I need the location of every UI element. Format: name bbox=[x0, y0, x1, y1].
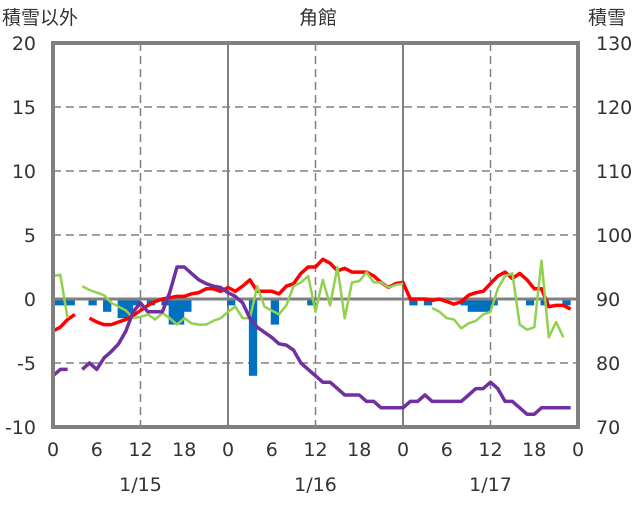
bar bbox=[66, 299, 75, 306]
bar bbox=[52, 299, 61, 306]
x-tick-label: 6 bbox=[91, 439, 103, 461]
y-tick-label: -5 bbox=[17, 353, 36, 375]
bar bbox=[562, 299, 571, 306]
y2-tick-label: 70 bbox=[596, 417, 620, 439]
bar bbox=[460, 299, 469, 306]
bar bbox=[59, 299, 68, 306]
bar bbox=[227, 299, 236, 306]
y2-tick-label: 100 bbox=[596, 225, 632, 247]
right-axis-title: 積雪 bbox=[588, 7, 626, 29]
bar bbox=[124, 299, 134, 319]
date-label: 1/16 bbox=[294, 474, 337, 496]
bar bbox=[88, 299, 97, 306]
x-tick-label: 18 bbox=[172, 439, 196, 461]
y2-tick-label: 130 bbox=[596, 33, 632, 55]
plot-frame bbox=[51, 41, 580, 429]
bar bbox=[103, 299, 112, 312]
bar bbox=[482, 299, 491, 312]
bar bbox=[423, 299, 433, 306]
series-red bbox=[52, 257, 572, 333]
bar bbox=[474, 299, 484, 312]
date-label: 1/17 bbox=[469, 474, 512, 496]
bar bbox=[248, 299, 258, 376]
x-tick-label: 12 bbox=[303, 439, 327, 461]
y-tick-label: 5 bbox=[24, 225, 36, 247]
x-tick-label: 6 bbox=[441, 439, 453, 461]
x-tick-label: 0 bbox=[47, 439, 59, 461]
y-tick-label: 15 bbox=[12, 97, 36, 119]
x-tick-label: 0 bbox=[572, 439, 584, 461]
x-tick-label: 6 bbox=[266, 439, 278, 461]
y-tick-label: 10 bbox=[12, 161, 36, 183]
y2-tick-label: 120 bbox=[596, 97, 632, 119]
chart-title: 角館 bbox=[299, 7, 337, 29]
y2-tick-label: 80 bbox=[596, 353, 620, 375]
bar bbox=[132, 299, 141, 306]
date-label: 1/15 bbox=[119, 474, 162, 496]
y-tick-label: -10 bbox=[5, 417, 36, 439]
x-tick-label: 0 bbox=[397, 439, 409, 461]
series-snow_depth bbox=[51, 265, 571, 416]
bar bbox=[409, 299, 418, 306]
x-tick-label: 18 bbox=[522, 439, 546, 461]
left-axis-title: 積雪以外 bbox=[2, 7, 78, 29]
bar bbox=[467, 299, 476, 312]
y2-tick-label: 90 bbox=[596, 289, 620, 311]
bar bbox=[307, 299, 316, 306]
y-tick-label: 0 bbox=[24, 289, 36, 311]
bar bbox=[183, 299, 192, 312]
x-tick-label: 0 bbox=[222, 439, 234, 461]
y2-tick-label: 110 bbox=[596, 161, 632, 183]
bar bbox=[168, 299, 177, 325]
x-tick-label: 18 bbox=[347, 439, 371, 461]
y-tick-label: 20 bbox=[12, 33, 36, 55]
x-tick-label: 12 bbox=[478, 439, 502, 461]
x-tick-label: 12 bbox=[128, 439, 152, 461]
bar bbox=[525, 299, 535, 306]
series-green bbox=[52, 259, 565, 339]
bar bbox=[175, 299, 185, 325]
